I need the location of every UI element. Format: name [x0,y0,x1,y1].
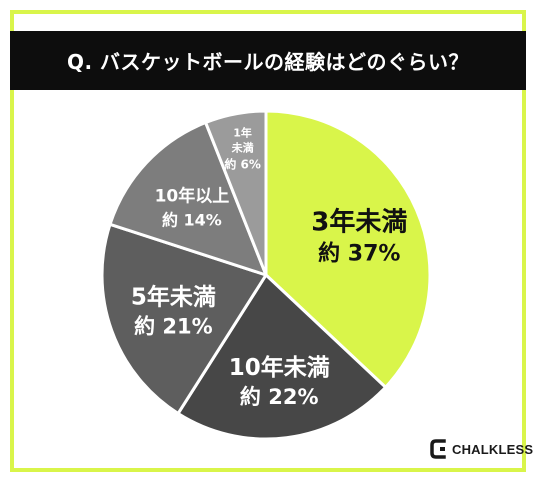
slice-label: 3年未満 [311,207,407,238]
slice-label: 5年未満 [131,283,216,310]
pie-slice [264,109,432,389]
slice-value-label: 約 22% [240,385,319,409]
slice-label: 10年以上 [155,185,230,206]
chalkless-logo-icon [430,439,446,459]
slice-value-label: 約 37% [318,241,400,267]
chart-title: Q. バスケットボールの経験はどのぐらい？ [10,31,526,90]
slice-label: 10年未満 [229,354,330,381]
slice-value-label: 約 14% [162,210,222,229]
slice-value-label: 約 21% [134,314,213,338]
pie-slice [176,273,388,441]
slice-label: 未満 [231,141,254,155]
pie-slice [100,222,268,415]
brand-logo: CHALKLESS [429,437,533,461]
slice-label: 1年 [233,126,252,140]
brand-name: CHALKLESS [452,441,534,457]
slice-value-label: 約 6% [224,157,261,172]
pie-slice [108,121,268,277]
pie-slice [204,109,268,277]
